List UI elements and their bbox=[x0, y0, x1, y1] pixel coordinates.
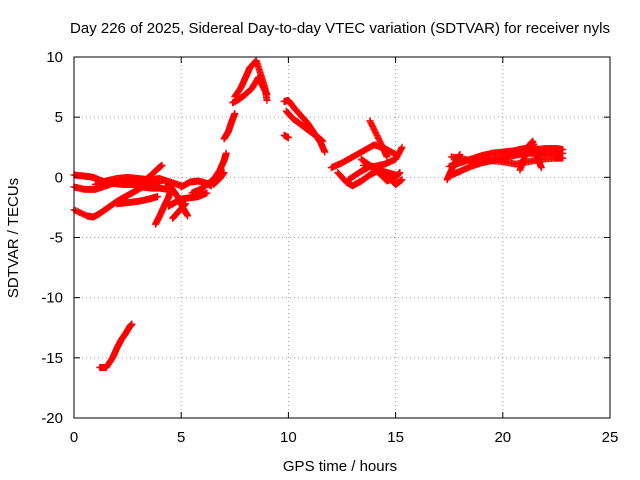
x-tick-label: 15 bbox=[387, 429, 404, 446]
data-point bbox=[181, 201, 189, 209]
data-point bbox=[559, 146, 567, 154]
data-point bbox=[559, 154, 567, 162]
data-point bbox=[203, 189, 211, 197]
data-point bbox=[284, 134, 292, 142]
data-point bbox=[263, 96, 271, 104]
y-tick-label: -5 bbox=[50, 230, 63, 247]
data-point bbox=[128, 320, 136, 328]
axis-ticks bbox=[73, 56, 611, 419]
y-tick-label: 5 bbox=[55, 109, 63, 126]
x-tick-label: 0 bbox=[70, 429, 78, 446]
data-point bbox=[319, 137, 327, 145]
data-point bbox=[383, 153, 391, 161]
data-point bbox=[537, 164, 545, 172]
tick-labels: 0 5 10 15 20 25 -20 -15 -10 -5 0 5 10 bbox=[41, 49, 618, 446]
y-axis-label: SDTVAR / TECUs bbox=[5, 178, 22, 298]
data-point bbox=[231, 110, 239, 118]
series-markers bbox=[70, 57, 567, 228]
y-tick-label: 10 bbox=[46, 49, 63, 66]
chart-title: Day 226 of 2025, Sidereal Day-to-day VTE… bbox=[70, 20, 610, 37]
data-point bbox=[397, 145, 405, 153]
y-tick-label: -10 bbox=[41, 290, 63, 307]
data-point bbox=[222, 149, 230, 157]
data-point bbox=[154, 193, 162, 201]
x-tick-label: 25 bbox=[602, 429, 619, 446]
data-point bbox=[220, 169, 228, 177]
y-tick-label: -15 bbox=[41, 350, 63, 367]
data-point bbox=[396, 169, 404, 177]
data-points bbox=[70, 57, 567, 371]
x-axis-label: GPS time / hours bbox=[283, 458, 397, 475]
data-point bbox=[181, 200, 189, 208]
data-point bbox=[456, 150, 464, 158]
x-tick-label: 20 bbox=[494, 429, 511, 446]
data-point bbox=[158, 161, 166, 169]
x-tick-label: 10 bbox=[280, 429, 297, 446]
data-point bbox=[180, 201, 188, 209]
data-point bbox=[184, 212, 192, 220]
series-markers bbox=[96, 320, 136, 371]
y-tick-label: 0 bbox=[55, 169, 63, 186]
data-point bbox=[398, 176, 406, 184]
x-tick-label: 5 bbox=[177, 429, 185, 446]
data-point bbox=[398, 143, 406, 151]
data-point bbox=[321, 148, 329, 156]
y-tick-label: -20 bbox=[41, 410, 63, 427]
